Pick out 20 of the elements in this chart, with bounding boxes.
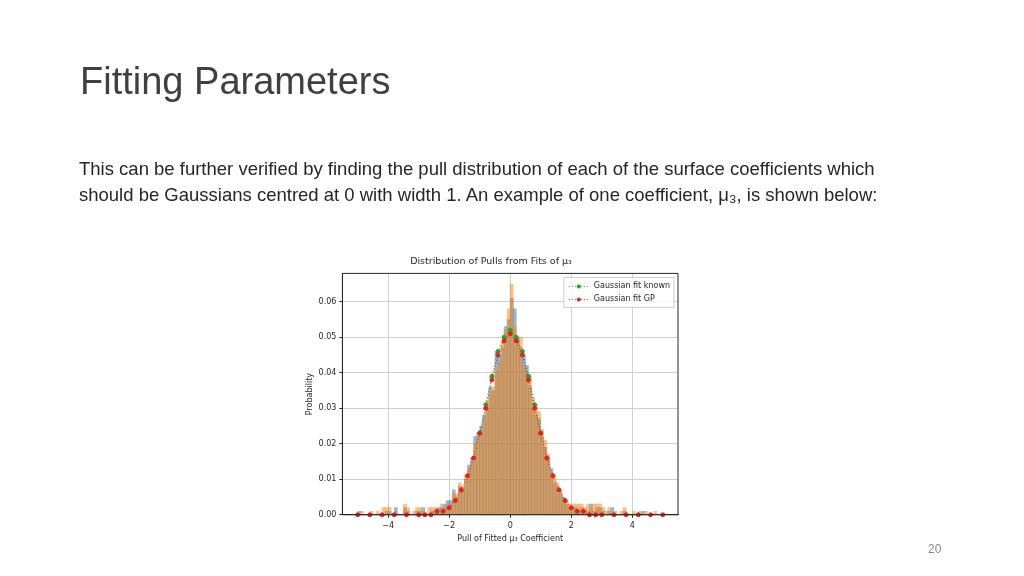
legend-label: Gaussian fit GP [593,294,655,304]
y-tick-label: 0.04 [318,367,337,377]
y-tick-label: 0.05 [318,332,337,342]
x-tick-label: 2 [568,520,574,530]
x-axis-title: Pull of Fitted μ₃ Coefficient [457,534,564,544]
legend-label: Gaussian fit known [593,281,671,291]
text: 20 [928,542,942,556]
x-tick-label: 0 [507,520,513,530]
y-tick-label: 0.01 [318,474,337,484]
text: This can be further verified by finding the pull distribution of each of the surface coefficients which should be Gaussians centred at 0 with width 1. An example of one coefficient, μ₃, is shown below: [79,157,879,207]
y-tick-label: 0.02 [318,438,337,448]
y-tick-label: 0.00 [318,509,337,519]
chart-title: Distribution of Pulls from Fits of μ₃ [410,255,573,267]
y-axis-title: Probability [304,372,314,416]
x-tick-label: −4 [382,520,395,530]
text: Fitting Parameters [80,60,391,103]
x-tick-label: 4 [629,520,635,530]
y-tick-label: 0.06 [318,296,337,306]
x-tick-label: −2 [443,520,456,530]
y-tick-label: 0.03 [318,403,337,413]
